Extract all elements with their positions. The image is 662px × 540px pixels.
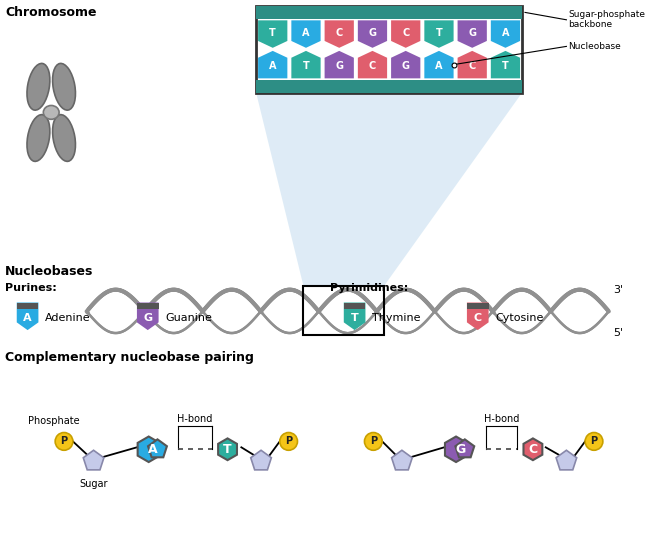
Polygon shape xyxy=(457,51,487,78)
Polygon shape xyxy=(424,51,453,78)
Text: Nucleobases: Nucleobases xyxy=(5,265,93,278)
Polygon shape xyxy=(457,21,487,48)
Text: 3': 3' xyxy=(613,285,623,295)
Ellipse shape xyxy=(27,114,50,161)
Text: T: T xyxy=(269,28,276,38)
Polygon shape xyxy=(17,302,38,330)
Polygon shape xyxy=(455,440,474,457)
Polygon shape xyxy=(251,450,271,470)
Ellipse shape xyxy=(43,105,59,119)
Text: C: C xyxy=(528,443,538,456)
Polygon shape xyxy=(391,51,420,78)
Text: A: A xyxy=(502,28,509,38)
Text: Guanine: Guanine xyxy=(166,313,213,323)
Text: Adenine: Adenine xyxy=(45,313,91,323)
FancyBboxPatch shape xyxy=(17,302,38,309)
Polygon shape xyxy=(138,436,160,462)
Text: Complementary nucleobase pairing: Complementary nucleobase pairing xyxy=(5,351,254,364)
Circle shape xyxy=(365,433,382,450)
Text: T: T xyxy=(502,61,509,71)
Text: A: A xyxy=(435,61,443,71)
Polygon shape xyxy=(291,21,320,48)
Text: A: A xyxy=(23,313,32,323)
Text: Thymine: Thymine xyxy=(372,313,421,323)
Polygon shape xyxy=(391,21,420,48)
Text: Pyrimidines:: Pyrimidines: xyxy=(330,283,408,293)
Text: G: G xyxy=(335,61,343,71)
Polygon shape xyxy=(148,440,167,457)
Text: Phosphate: Phosphate xyxy=(28,416,80,426)
Polygon shape xyxy=(491,51,520,78)
Polygon shape xyxy=(344,302,365,330)
FancyBboxPatch shape xyxy=(344,302,365,309)
Text: C: C xyxy=(336,28,343,38)
Text: P: P xyxy=(60,436,68,447)
Text: Chromosome: Chromosome xyxy=(5,6,97,19)
Text: 5': 5' xyxy=(613,328,623,338)
Polygon shape xyxy=(358,51,387,78)
Text: G: G xyxy=(468,28,476,38)
Ellipse shape xyxy=(52,63,75,110)
Polygon shape xyxy=(218,438,237,460)
Bar xyxy=(303,286,384,335)
Text: P: P xyxy=(370,436,377,447)
Text: P: P xyxy=(285,436,292,447)
Text: Purines:: Purines: xyxy=(5,283,57,293)
Bar xyxy=(256,80,522,93)
Text: Sugar-phosphate
backbone: Sugar-phosphate backbone xyxy=(569,10,645,30)
Polygon shape xyxy=(556,450,577,470)
Text: T: T xyxy=(223,443,232,456)
Bar xyxy=(256,6,522,19)
Polygon shape xyxy=(424,21,453,48)
Text: H-bond: H-bond xyxy=(484,414,519,424)
Polygon shape xyxy=(258,51,287,78)
Text: A: A xyxy=(303,28,310,38)
Circle shape xyxy=(280,433,297,450)
Text: G: G xyxy=(455,443,465,456)
Text: Sugar: Sugar xyxy=(79,479,108,489)
Text: G: G xyxy=(143,313,152,323)
Polygon shape xyxy=(137,302,159,330)
Text: P: P xyxy=(591,436,598,447)
Text: T: T xyxy=(351,313,359,323)
Polygon shape xyxy=(291,51,320,78)
Text: H-bond: H-bond xyxy=(177,414,213,424)
Polygon shape xyxy=(445,436,467,462)
Text: T: T xyxy=(436,28,442,38)
Ellipse shape xyxy=(52,114,75,161)
Text: C: C xyxy=(402,28,409,38)
Text: Cytosine: Cytosine xyxy=(495,313,544,323)
Polygon shape xyxy=(258,21,287,48)
Text: A: A xyxy=(148,443,158,456)
Polygon shape xyxy=(256,93,522,286)
Bar xyxy=(256,6,522,93)
Text: Nucleobase: Nucleobase xyxy=(569,42,621,51)
Text: G: G xyxy=(369,28,377,38)
Text: C: C xyxy=(469,61,476,71)
Text: A: A xyxy=(269,61,277,71)
Polygon shape xyxy=(83,450,104,470)
Text: G: G xyxy=(402,61,410,71)
Polygon shape xyxy=(324,21,354,48)
Text: C: C xyxy=(369,61,376,71)
Text: C: C xyxy=(474,313,482,323)
Polygon shape xyxy=(491,21,520,48)
Polygon shape xyxy=(358,21,387,48)
FancyBboxPatch shape xyxy=(467,302,489,309)
Text: T: T xyxy=(303,61,309,71)
Polygon shape xyxy=(324,51,354,78)
Polygon shape xyxy=(524,438,542,460)
Circle shape xyxy=(55,433,73,450)
FancyBboxPatch shape xyxy=(137,302,159,309)
Ellipse shape xyxy=(27,63,50,110)
Polygon shape xyxy=(467,302,489,330)
Polygon shape xyxy=(392,450,412,470)
Circle shape xyxy=(585,433,603,450)
